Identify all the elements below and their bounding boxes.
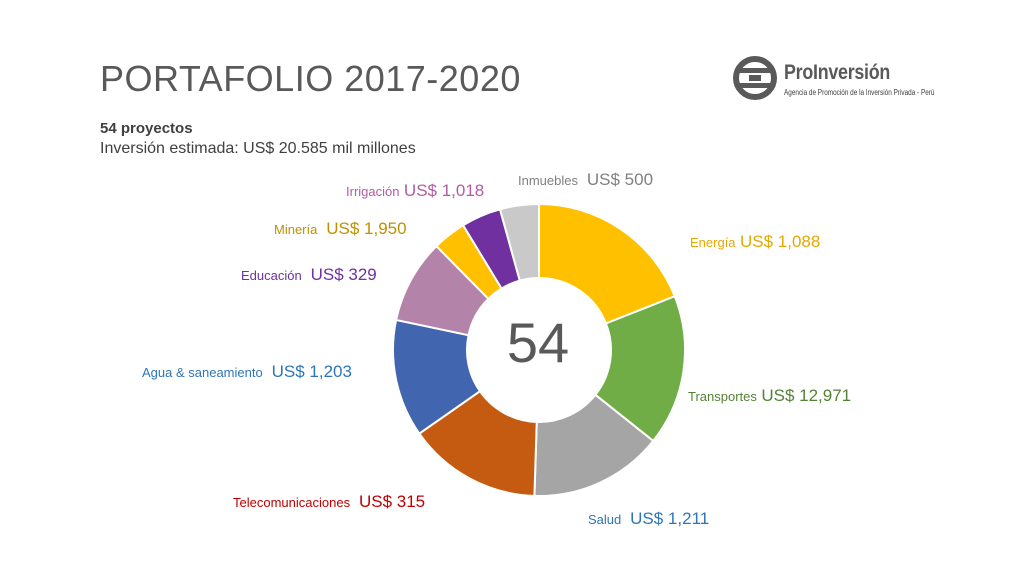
label-educacion-value: US$ 329 xyxy=(310,265,377,284)
label-transportes: Transportes US$ 12,971 xyxy=(688,386,851,406)
label-salud-value: US$ 1,211 xyxy=(630,509,710,528)
label-educacion: Educación US$ 329 xyxy=(241,265,377,285)
label-telecomunicaciones: Telecomunicaciones US$ 315 xyxy=(233,492,425,512)
label-mineria-name: Minería xyxy=(274,222,318,237)
label-salud-name: Salud xyxy=(588,512,622,527)
label-transportes-name: Transportes xyxy=(688,389,757,404)
label-irrigacion-value: US$ 1,018 xyxy=(403,181,485,200)
logo-name: ProInversión xyxy=(784,61,891,84)
slice-transportes xyxy=(593,294,686,443)
label-energia-value: US$ 1,088 xyxy=(740,232,821,251)
label-salud: Salud US$ 1,211 xyxy=(588,509,709,529)
label-transportes-value: US$ 12,971 xyxy=(761,386,852,405)
label-mineria: Minería US$ 1,950 xyxy=(274,219,407,239)
label-agua-value: US$ 1,203 xyxy=(271,362,352,381)
label-inmuebles-value: US$ 500 xyxy=(586,170,654,189)
label-agua-saneamiento: Agua & saneamiento US$ 1,203 xyxy=(142,362,352,382)
label-telecomunicaciones-name: Telecomunicaciones xyxy=(233,495,351,510)
label-irrigacion: Irrigación US$ 1,018 xyxy=(346,181,484,201)
label-energia-name: Energía xyxy=(690,235,736,250)
slice-energia xyxy=(538,202,677,325)
label-energia: Energía US$ 1,088 xyxy=(690,232,820,252)
proinversion-logo: ProInversión Agencia de Promoción de la … xyxy=(732,55,952,105)
label-irrigacion-name: Irrigación xyxy=(346,184,400,199)
label-agua-name: Agua & saneamiento xyxy=(142,365,263,380)
investment-estimate: Inversión estimada: US$ 20.585 mil millo… xyxy=(100,140,416,157)
label-mineria-value: US$ 1,950 xyxy=(326,219,407,238)
label-telecomunicaciones-value: US$ 315 xyxy=(358,492,426,511)
slice-inmuebles xyxy=(498,202,540,282)
label-inmuebles-name: Inmuebles xyxy=(518,173,578,188)
projects-count: 54 proyectos xyxy=(100,120,193,137)
donut-center-label: 54 xyxy=(506,311,570,374)
page-title: PORTAFOLIO 2017-2020 xyxy=(100,58,521,99)
proinversion-logo-icon xyxy=(733,56,777,100)
logo-tagline: Agencia de Promoción de la Inversión Pri… xyxy=(784,88,935,97)
label-inmuebles: Inmuebles US$ 500 xyxy=(518,170,653,190)
label-educacion-name: Educación xyxy=(241,268,302,283)
